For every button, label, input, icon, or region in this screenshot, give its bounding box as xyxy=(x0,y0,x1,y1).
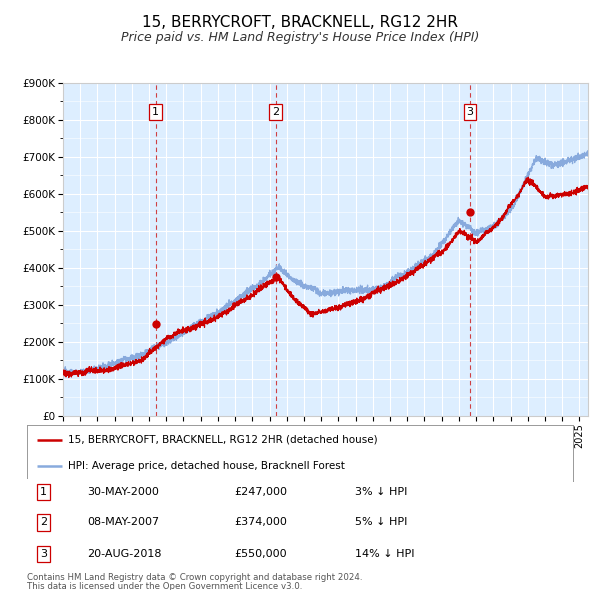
Text: HPI: Average price, detached house, Bracknell Forest: HPI: Average price, detached house, Brac… xyxy=(68,461,345,471)
Text: Price paid vs. HM Land Registry's House Price Index (HPI): Price paid vs. HM Land Registry's House … xyxy=(121,31,479,44)
Text: 3% ↓ HPI: 3% ↓ HPI xyxy=(355,487,407,497)
Text: 2: 2 xyxy=(272,107,280,117)
Text: 08-MAY-2007: 08-MAY-2007 xyxy=(87,517,159,527)
Text: £247,000: £247,000 xyxy=(235,487,287,497)
Text: 3: 3 xyxy=(466,107,473,117)
Text: This data is licensed under the Open Government Licence v3.0.: This data is licensed under the Open Gov… xyxy=(27,582,302,590)
Text: 5% ↓ HPI: 5% ↓ HPI xyxy=(355,517,407,527)
Text: 14% ↓ HPI: 14% ↓ HPI xyxy=(355,549,414,559)
Text: 15, BERRYCROFT, BRACKNELL, RG12 2HR: 15, BERRYCROFT, BRACKNELL, RG12 2HR xyxy=(142,15,458,30)
Text: 3: 3 xyxy=(40,549,47,559)
Text: 15, BERRYCROFT, BRACKNELL, RG12 2HR (detached house): 15, BERRYCROFT, BRACKNELL, RG12 2HR (det… xyxy=(68,435,377,445)
Text: 1: 1 xyxy=(152,107,159,117)
Text: 1: 1 xyxy=(40,487,47,497)
Text: £374,000: £374,000 xyxy=(235,517,287,527)
Text: £550,000: £550,000 xyxy=(235,549,287,559)
Text: 20-AUG-2018: 20-AUG-2018 xyxy=(87,549,161,559)
Text: 2: 2 xyxy=(40,517,47,527)
Text: 30-MAY-2000: 30-MAY-2000 xyxy=(87,487,159,497)
Text: Contains HM Land Registry data © Crown copyright and database right 2024.: Contains HM Land Registry data © Crown c… xyxy=(27,573,362,582)
